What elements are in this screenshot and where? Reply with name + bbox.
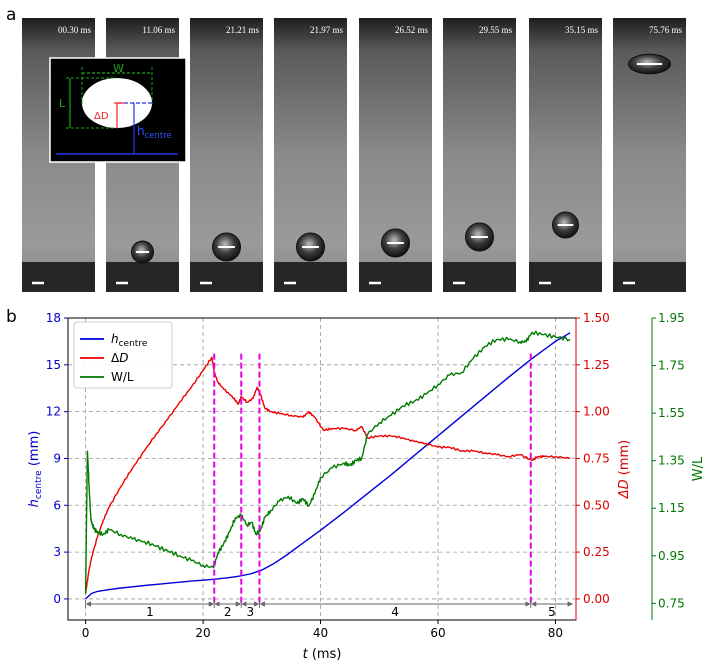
frame-substrate: [190, 262, 263, 292]
y-left-tick-label: 6: [53, 498, 61, 512]
y-left-tick-label: 15: [46, 358, 61, 372]
frame-strip: 75.76 ms: [613, 18, 686, 292]
y-left-tick-label: 3: [53, 545, 61, 559]
legend-label: hcentre: [111, 332, 148, 349]
panel-b-letter: b: [6, 307, 17, 327]
y-right2-tick-label: 1.35: [658, 454, 685, 468]
frame-substrate: [613, 262, 686, 292]
y-axis-right-w-over-l: 0.75 0.95 1.15 1.35 1.55 1.75 1.95 W/L: [651, 311, 706, 620]
series-group: [84, 330, 571, 600]
y-right1-tick-label: 1.00: [583, 405, 610, 419]
series-line-w-over-l: [84, 330, 571, 594]
phase-label: 4: [391, 605, 399, 619]
x-tick-label: 60: [430, 626, 445, 640]
y-right1-tick-label: 0.75: [583, 451, 610, 465]
frame-substrate: [106, 262, 179, 292]
x-tick-label: 0: [82, 626, 90, 640]
x-tick-label: 80: [548, 626, 563, 640]
legend: hcentre ΔD W/L: [73, 321, 173, 389]
inset-w-label: W: [113, 62, 124, 75]
frame-strip: 29.55 ms: [443, 18, 516, 292]
panel-a-letter: a: [6, 5, 16, 25]
inset-schematic: W L ΔD hcentre: [49, 57, 187, 163]
frame-time-label: 21.21 ms: [226, 25, 260, 35]
frame-strip: 35.15 ms: [529, 18, 602, 292]
frame-time-label: 75.76 ms: [649, 25, 683, 35]
y-right1-tick-label: 0.25: [583, 545, 610, 559]
y-right1-tick-label: 0.00: [583, 592, 610, 606]
frame-strip: 21.21 ms: [190, 18, 263, 292]
y-axis-left: 0 3 6 9 12 15 18 hcentre (mm): [27, 311, 68, 606]
phase-label: 5: [548, 605, 556, 619]
frame-substrate: [22, 262, 95, 292]
legend-label: ΔD: [111, 351, 128, 365]
y-left-label: hcentre (mm): [27, 431, 44, 508]
inset-h-label: hcentre: [137, 124, 172, 141]
phase-label: 2: [224, 605, 232, 619]
y-right2-tick-label: 0.95: [658, 549, 685, 563]
y-right2-tick-label: 1.15: [658, 501, 685, 515]
y-right2-tick-label: 1.95: [658, 311, 685, 325]
frame-substrate: [359, 262, 432, 292]
frame-substrate: [529, 262, 602, 292]
x-tick-label: 40: [313, 626, 328, 640]
y-right1-tick-label: 1.25: [583, 358, 610, 372]
y-left-tick-label: 0: [53, 592, 61, 606]
x-tick-label: 20: [195, 626, 210, 640]
y-right1-tick-label: 1.50: [583, 311, 610, 325]
frame-time-label: 26.52 ms: [395, 25, 429, 35]
series-line-h-centre: [85, 332, 571, 600]
y-right1-tick-label: 0.50: [583, 498, 610, 512]
frame-substrate: [274, 262, 347, 292]
legend-label: W/L: [111, 370, 134, 384]
y-right2-tick-label: 1.75: [658, 359, 685, 373]
y-right2-tick-label: 0.75: [658, 596, 685, 610]
y-right2-tick-label: 1.55: [658, 406, 685, 420]
frame-time-label: 21.97 ms: [310, 25, 344, 35]
frame-time-label: 35.15 ms: [565, 25, 599, 35]
frame-strips: 00.30 ms 11.06 ms 21.21 ms 21.97 ms 26.52 ms…: [22, 18, 686, 292]
frame-strip: 21.97 ms: [274, 18, 347, 292]
inset-dd-label: ΔD: [94, 111, 109, 122]
frame-time-label: 00.30 ms: [58, 25, 92, 35]
x-axis-label: t (ms): [303, 647, 342, 662]
phase-annotations: 1 2 3 4 5: [85, 600, 573, 619]
phase-lines: [213, 353, 532, 604]
frame-background: [529, 18, 602, 292]
y-axis-right-delta-d: 0.00 0.25 0.50 0.75 1.00 1.25 1.50 ΔD (mm): [575, 311, 632, 620]
frame-substrate: [443, 262, 516, 292]
y-right1-label: ΔD (mm): [617, 440, 632, 500]
frame-time-label: 11.06 ms: [142, 25, 175, 35]
y-left-tick-label: 12: [46, 405, 61, 419]
y-left-tick-label: 9: [53, 451, 61, 465]
phase-label: 3: [247, 605, 255, 619]
phase-label: 1: [146, 605, 154, 619]
x-axis: 0 20 40 60 80 t (ms): [82, 620, 563, 662]
frame-strip: 26.52 ms: [359, 18, 432, 292]
y-right2-label: W/L: [691, 456, 706, 481]
inset-l-label: L: [59, 97, 66, 110]
y-left-tick-label: 18: [46, 311, 61, 325]
frame-time-label: 29.55 ms: [479, 25, 513, 35]
series-line-delta-d: [84, 356, 571, 594]
